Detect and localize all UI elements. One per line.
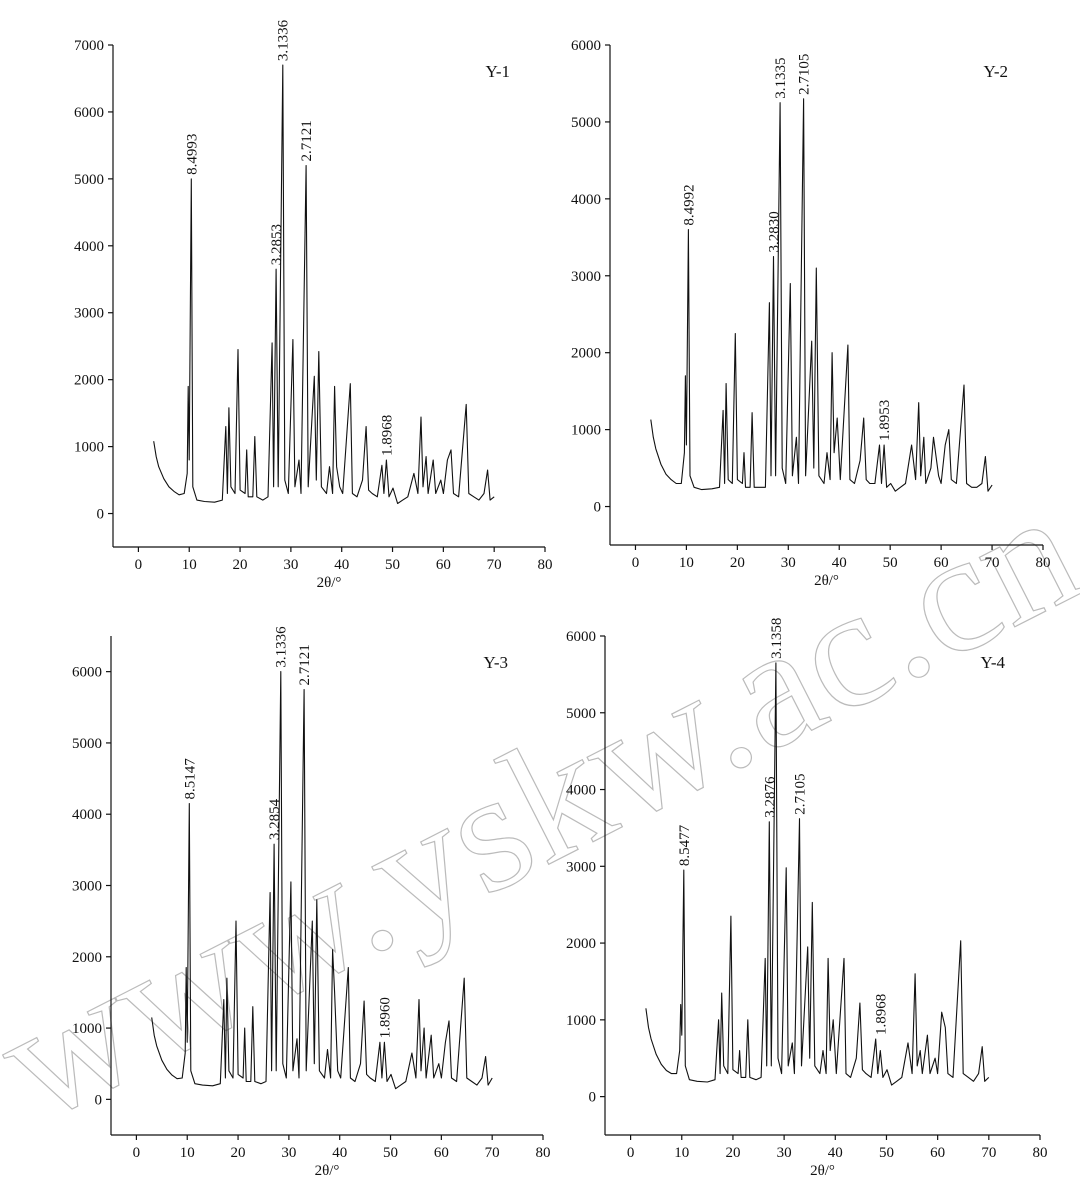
y-tick-label: 1000	[571, 423, 601, 439]
x-tick-label: 40	[334, 557, 349, 573]
x-tick-label: 10	[674, 1145, 689, 1161]
x-tick-label: 80	[538, 557, 553, 573]
y-tick-label: 0	[97, 507, 105, 523]
peak-label: 1.8960	[377, 997, 393, 1038]
y-tick-label: 0	[95, 1092, 103, 1108]
panel-title: Y-4	[980, 653, 1005, 672]
x-tick-label: 20	[231, 1145, 246, 1161]
x-tick-label: 50	[385, 557, 400, 573]
x-tick-label: 20	[233, 557, 248, 573]
peak-label: 8.4992	[681, 184, 697, 225]
y-tick-label: 0	[589, 1090, 597, 1106]
y-tick-label: 1000	[566, 1013, 596, 1029]
peak-label: 1.8968	[379, 415, 395, 456]
spectrum-line	[151, 671, 493, 1090]
x-tick-label: 40	[332, 1145, 347, 1161]
x-tick-label: 40	[828, 1145, 843, 1161]
peak-label: 1.8953	[877, 400, 893, 441]
y-tick-label: 6000	[74, 105, 104, 121]
x-axis-label: 2θ/°	[814, 573, 839, 589]
x-tick-label: 60	[930, 1145, 945, 1161]
x-tick-label: 30	[777, 1145, 792, 1161]
y-tick-label: 2000	[74, 373, 104, 389]
y-tick-label: 3000	[74, 306, 104, 322]
y-tick-label: 6000	[571, 38, 601, 54]
peak-label: 8.5477	[677, 824, 693, 866]
x-axis-label: 2θ/°	[317, 575, 342, 591]
x-tick-label: 20	[730, 555, 745, 571]
peak-label: 3.2853	[269, 224, 285, 265]
y-tick-label: 7000	[74, 38, 104, 54]
x-axis-label: 2θ/°	[315, 1163, 340, 1179]
x-tick-label: 10	[679, 555, 694, 571]
x-tick-label: 60	[934, 555, 949, 571]
y-tick-label: 4000	[566, 783, 596, 799]
x-tick-label: 0	[627, 1145, 635, 1161]
x-tick-label: 70	[487, 557, 502, 573]
x-tick-label: 0	[135, 557, 143, 573]
x-tick-label: 50	[383, 1145, 398, 1161]
peak-label: 3.2854	[267, 798, 283, 840]
x-tick-label: 50	[883, 555, 898, 571]
peak-label: 8.4993	[184, 134, 200, 175]
panel-title: Y-2	[983, 62, 1008, 81]
peak-label: 8.5147	[182, 758, 198, 800]
y-tick-label: 2000	[566, 936, 596, 952]
y-tick-label: 3000	[571, 269, 601, 285]
y-tick-label: 2000	[571, 346, 601, 362]
y-tick-label: 1000	[74, 440, 104, 456]
x-tick-label: 30	[781, 555, 796, 571]
x-tick-label: 40	[832, 555, 847, 571]
x-tick-label: 30	[281, 1145, 296, 1161]
spectrum-line	[645, 662, 990, 1086]
y-tick-label: 1000	[72, 1021, 102, 1037]
spectrum-line	[153, 64, 495, 505]
x-tick-label: 20	[725, 1145, 740, 1161]
x-tick-label: 80	[1033, 1145, 1048, 1161]
y-tick-label: 4000	[74, 239, 104, 255]
y-tick-label: 3000	[72, 879, 102, 895]
x-tick-label: 60	[434, 1145, 449, 1161]
x-tick-label: 70	[485, 1145, 500, 1161]
peak-label: 2.7105	[797, 54, 813, 95]
x-tick-label: 10	[182, 557, 197, 573]
y-tick-label: 6000	[72, 665, 102, 681]
x-tick-label: 80	[1036, 555, 1051, 571]
y-tick-label: 6000	[566, 629, 596, 645]
x-axis-label: 2θ/°	[810, 1163, 835, 1179]
x-tick-label: 70	[985, 555, 1000, 571]
x-tick-label: 0	[133, 1145, 141, 1161]
y-tick-label: 0	[594, 500, 602, 516]
x-tick-label: 0	[632, 555, 640, 571]
peak-label: 2.7121	[299, 120, 315, 161]
y-tick-label: 5000	[571, 115, 601, 131]
peak-label: 3.1335	[773, 57, 789, 98]
panel-title: Y-3	[483, 653, 508, 672]
peak-label: 3.2876	[762, 776, 778, 818]
y-tick-label: 2000	[72, 950, 102, 966]
y-tick-label: 5000	[566, 706, 596, 722]
y-tick-label: 4000	[571, 192, 601, 208]
y-tick-label: 5000	[72, 736, 102, 752]
panel-title: Y-1	[485, 62, 510, 81]
peak-label: 1.8968	[873, 994, 889, 1035]
peak-label: 3.1336	[276, 19, 292, 61]
y-tick-label: 3000	[566, 859, 596, 875]
x-tick-label: 10	[180, 1145, 195, 1161]
x-tick-label: 70	[981, 1145, 996, 1161]
x-tick-label: 80	[536, 1145, 551, 1161]
x-tick-label: 30	[283, 557, 298, 573]
x-tick-label: 60	[436, 557, 451, 573]
peak-label: 3.2830	[767, 211, 783, 252]
x-tick-label: 50	[879, 1145, 894, 1161]
y-tick-label: 5000	[74, 172, 104, 188]
peak-label: 3.1358	[769, 618, 785, 659]
y-tick-label: 4000	[72, 807, 102, 823]
spectrum-line	[650, 98, 993, 492]
peak-label: 2.7121	[297, 644, 313, 685]
peak-label: 3.1336	[274, 626, 290, 668]
peak-label: 2.7105	[792, 773, 808, 814]
